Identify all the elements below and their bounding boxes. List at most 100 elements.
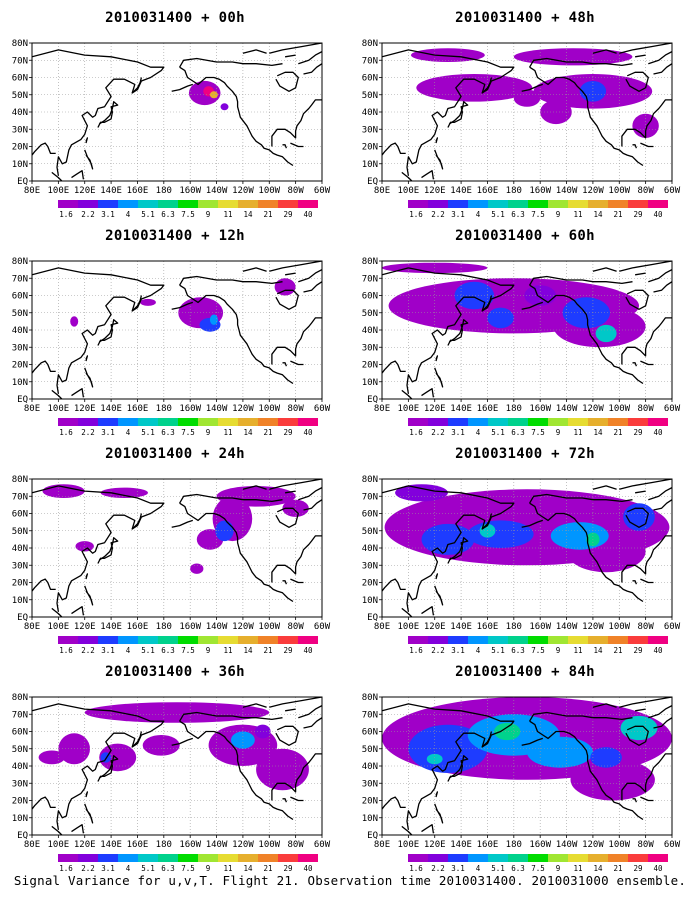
y-tick-label: 40N bbox=[12, 326, 28, 336]
x-tick-label: 120W bbox=[582, 186, 604, 196]
panel-title: 2010031400 + 60h bbox=[455, 228, 595, 244]
colorbar-label: 5.1 bbox=[141, 428, 155, 437]
y-tick-label: 20N bbox=[12, 579, 28, 589]
coastline bbox=[32, 703, 165, 830]
x-tick-label: 120E bbox=[74, 404, 96, 414]
coastline bbox=[275, 507, 299, 528]
colorbar-swatch bbox=[528, 854, 548, 862]
coastline bbox=[401, 389, 413, 399]
map-panel: 2010031400 + 24h 80E 100E 120E 140E 160E 180 16… bbox=[10, 446, 340, 656]
x-tick-label: 80W bbox=[638, 404, 655, 414]
y-tick-label: 80N bbox=[12, 39, 28, 49]
colorbar-label: 4 bbox=[476, 646, 481, 655]
coastline bbox=[32, 796, 56, 810]
colorbar-label: 21 bbox=[263, 864, 272, 873]
colorbar-swatch bbox=[548, 418, 568, 426]
colorbar-label: 29 bbox=[633, 864, 642, 873]
colorbar-swatch bbox=[628, 200, 648, 208]
x-tick-label: 160E bbox=[477, 186, 499, 196]
colorbar-swatch bbox=[648, 200, 668, 208]
colorbar-swatch bbox=[138, 636, 158, 644]
x-tick-label: 80E bbox=[374, 186, 390, 196]
coastline bbox=[621, 99, 672, 147]
coastline bbox=[592, 485, 617, 490]
x-tick-label: 80W bbox=[638, 840, 655, 850]
coastline bbox=[303, 281, 322, 293]
colorbar-label: 6.3 bbox=[161, 428, 175, 437]
coastline bbox=[275, 289, 299, 310]
x-tick-label: 140W bbox=[206, 622, 228, 632]
y-tick-label: 30N bbox=[362, 125, 378, 135]
coastline bbox=[282, 144, 288, 149]
colorbar-swatch bbox=[178, 418, 198, 426]
coastline bbox=[625, 725, 649, 746]
colorbar-label: 29 bbox=[283, 210, 292, 219]
variance-contour-fill bbox=[590, 747, 622, 768]
variance-contour-fill bbox=[140, 298, 156, 306]
x-tick-label: 140E bbox=[100, 404, 122, 414]
y-tick-label: 80N bbox=[362, 39, 378, 49]
colorbar-label: 5.1 bbox=[491, 210, 505, 219]
coastline bbox=[242, 485, 267, 490]
coastline bbox=[85, 791, 89, 798]
coastline bbox=[284, 490, 296, 494]
x-tick-label: 100W bbox=[258, 622, 280, 632]
colorbar-swatch bbox=[238, 418, 258, 426]
colorbar-label: 29 bbox=[283, 864, 292, 873]
y-tick-label: 10N bbox=[362, 596, 378, 606]
colorbar-label: 1.6 bbox=[59, 210, 73, 219]
x-tick-label: 100W bbox=[608, 840, 630, 850]
colorbar-swatch bbox=[98, 854, 118, 862]
panel-title: 2010031400 + 12h bbox=[105, 228, 245, 244]
y-tick-label: 30N bbox=[12, 779, 28, 789]
x-tick-label: 80E bbox=[24, 622, 40, 632]
coastline bbox=[592, 703, 617, 708]
y-tick-label: 10N bbox=[12, 378, 28, 388]
colorbar-label: 3.1 bbox=[101, 428, 115, 437]
y-tick-label: 10N bbox=[12, 596, 28, 606]
colorbar-swatch bbox=[78, 636, 98, 644]
colorbar-label: 11 bbox=[223, 210, 232, 219]
variance-contour-fill bbox=[70, 316, 79, 327]
colorbar-swatch bbox=[158, 636, 178, 644]
coastline bbox=[640, 360, 654, 366]
colorbar-label: 3.1 bbox=[451, 210, 465, 219]
colorbar-swatch bbox=[198, 200, 218, 208]
x-tick-label: 140E bbox=[450, 186, 472, 196]
variance-contour-fill bbox=[209, 314, 218, 325]
variance-contour-fill bbox=[231, 731, 255, 749]
colorbar-swatch bbox=[138, 418, 158, 426]
signal-variance-map: 80E 100E 120E 140E 160E 180 160W 140W 120W 100W 80… bbox=[12, 693, 331, 873]
colorbar-label: 21 bbox=[613, 428, 622, 437]
coastline bbox=[481, 295, 493, 312]
y-tick-label: 70N bbox=[12, 56, 28, 66]
coastline bbox=[653, 281, 672, 293]
coastline bbox=[653, 717, 672, 729]
panel-title: 2010031400 + 48h bbox=[455, 10, 595, 26]
x-tick-label: 120W bbox=[232, 186, 254, 196]
coastline bbox=[619, 697, 672, 708]
colorbar-swatch bbox=[98, 636, 118, 644]
coastline bbox=[382, 703, 515, 830]
colorbar-swatch bbox=[428, 636, 448, 644]
coastline bbox=[529, 284, 644, 385]
y-tick-label: EQ bbox=[367, 395, 378, 405]
coastline bbox=[447, 755, 469, 782]
variance-contour-fill bbox=[190, 563, 204, 574]
coastline bbox=[131, 295, 143, 312]
map-field bbox=[32, 479, 322, 617]
x-tick-label: 120E bbox=[424, 840, 446, 850]
coastline bbox=[529, 502, 644, 603]
x-tick-label: 120E bbox=[74, 840, 96, 850]
colorbar-label: 21 bbox=[613, 864, 622, 873]
colorbar-label: 11 bbox=[573, 864, 582, 873]
map-field bbox=[32, 43, 322, 181]
colorbar-label: 11 bbox=[573, 428, 582, 437]
colorbar-swatch bbox=[218, 418, 238, 426]
coastline bbox=[382, 49, 515, 176]
x-tick-label: 100W bbox=[258, 404, 280, 414]
x-tick-label: 60W bbox=[314, 622, 331, 632]
y-tick-label: 70N bbox=[12, 710, 28, 720]
x-tick-label: 80E bbox=[374, 622, 390, 632]
colorbar-swatch bbox=[198, 418, 218, 426]
